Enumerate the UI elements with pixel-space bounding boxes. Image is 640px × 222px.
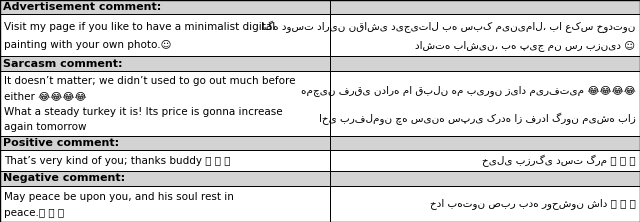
Text: either 😂😂😂😂: either 😂😂😂😂 xyxy=(4,91,87,101)
Text: peace.💙 💙 💙: peace.💙 💙 💙 xyxy=(4,208,65,218)
Text: اگه دوست دارین نقاشی دیجیتال به سبک مینیمال، با عکس خودتون: اگه دوست دارین نقاشی دیجیتال به سبک مینی… xyxy=(261,21,636,33)
Bar xyxy=(0,136,640,150)
Text: خدا بهتون صبر بده روحشون شاد 💙 💙 💙: خدا بهتون صبر بده روحشون شاد 💙 💙 💙 xyxy=(429,198,636,209)
Bar xyxy=(0,56,640,71)
Bar xyxy=(330,71,640,136)
Text: Advertisement comment:: Advertisement comment: xyxy=(3,2,161,12)
Text: That’s very kind of you; thanks buddy 🌱 🌱 🔥: That’s very kind of you; thanks buddy 🌱 … xyxy=(4,156,231,166)
Bar xyxy=(0,150,330,171)
Text: What a steady turkey it is! Its price is gonna increase: What a steady turkey it is! Its price is… xyxy=(4,107,283,117)
Text: Negative comment:: Negative comment: xyxy=(3,173,125,183)
Text: Positive comment:: Positive comment: xyxy=(3,138,119,148)
Bar xyxy=(0,0,640,14)
Text: داشته باشین، به پیج من سر بزنید ☺: داشته باشین، به پیج من سر بزنید ☺ xyxy=(415,40,636,51)
Bar xyxy=(0,14,330,56)
Text: Visit my page if you like to have a minimalist digital: Visit my page if you like to have a mini… xyxy=(4,22,276,32)
Text: Sarcasm comment:: Sarcasm comment: xyxy=(3,59,123,69)
Text: اخی برفلمون چه سینه سپری کرده از فردا گرون میشه باز: اخی برفلمون چه سینه سپری کرده از فردا گر… xyxy=(319,113,636,125)
Bar xyxy=(0,186,330,222)
Text: May peace be upon you, and his soul rest in: May peace be upon you, and his soul rest… xyxy=(4,192,234,202)
Bar xyxy=(330,150,640,171)
Bar xyxy=(0,71,330,136)
Text: It doesn’t matter; we didn’t used to go out much before: It doesn’t matter; we didn’t used to go … xyxy=(4,76,296,86)
Text: painting with your own photo.☺: painting with your own photo.☺ xyxy=(4,40,172,50)
Text: همچین فرقی نداره ما قبلن هم بیرون زیاد میرفتیم 😂😂😂😂: همچین فرقی نداره ما قبلن هم بیرون زیاد م… xyxy=(301,85,636,96)
Text: again tomorrow: again tomorrow xyxy=(4,122,87,132)
Bar xyxy=(330,14,640,56)
Bar xyxy=(330,186,640,222)
Bar xyxy=(0,171,640,186)
Text: خیلی بزرگی دست گرم 🔥 🌱 🌱: خیلی بزرگی دست گرم 🔥 🌱 🌱 xyxy=(482,155,636,167)
